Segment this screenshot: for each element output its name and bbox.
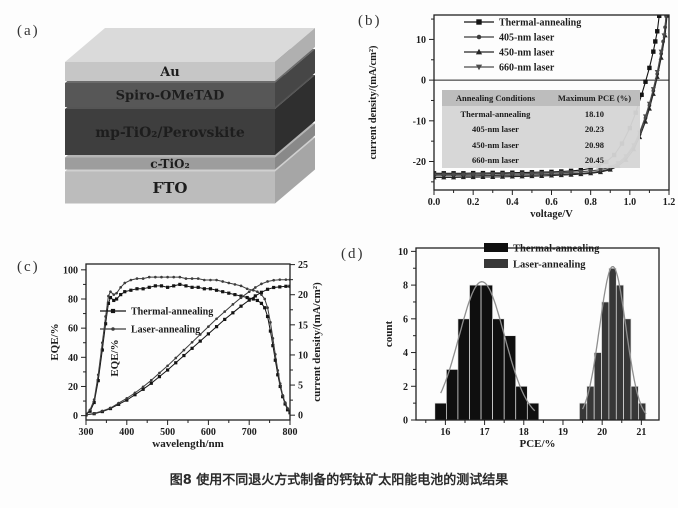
table-row: Thermal-annealing 18.10 — [442, 106, 640, 122]
svg-text:PCE/%: PCE/% — [519, 438, 555, 450]
table-cell: 20.23 — [584, 124, 605, 134]
svg-text:0: 0 — [421, 76, 426, 87]
panel-a-device-schematic: Au Spiro-OMeTAD mp-TiO₂/Perovskite c-TiO₂ FT… — [50, 14, 340, 224]
svg-text:current density/(mA/cm²): current density/(mA/cm²) — [368, 45, 379, 160]
histogram-bars — [434, 266, 647, 421]
panel-a-label: (a) — [17, 23, 40, 39]
table-header-cell: Annealing Conditions — [455, 92, 536, 103]
svg-text:8: 8 — [403, 281, 408, 292]
svg-text:18: 18 — [519, 427, 529, 438]
svg-text:405-nm laser: 405-nm laser — [499, 33, 555, 44]
svg-text:FTO: FTO — [153, 179, 188, 197]
device-layers: Au Spiro-OMeTAD mp-TiO₂/Perovskite c-TiO₂ FT… — [65, 28, 315, 204]
svg-text:20: 20 — [298, 290, 308, 301]
svg-text:mp-TiO₂/Perovskite: mp-TiO₂/Perovskite — [95, 125, 245, 141]
svg-text:0.2: 0.2 — [467, 197, 480, 208]
svg-text:20: 20 — [68, 382, 78, 393]
svg-text:2: 2 — [403, 382, 408, 393]
table-cell: 450-nm laser — [471, 139, 519, 150]
eqe-spectra-plot: 300 400 500 600 700 8000204060801000510152025… — [49, 260, 323, 450]
pce-inset-table: Annealing Conditions Maximum PCE (%) The… — [442, 90, 640, 168]
svg-text:660-nm laser: 660-nm laser — [499, 63, 555, 74]
svg-text:voltage/V: voltage/V — [530, 209, 573, 220]
panel-b-label: (b) — [358, 13, 382, 29]
svg-text:EQE/%: EQE/% — [49, 323, 61, 360]
svg-text:0.6: 0.6 — [545, 197, 558, 208]
device-stack-drawing: Au Spiro-OMeTAD mp-TiO₂/Perovskite c-TiO₂ FT… — [65, 28, 315, 204]
svg-text:500: 500 — [160, 427, 175, 438]
table-header-row: Annealing Conditions Maximum PCE (%) — [442, 90, 640, 106]
table-cell: 20.45 — [584, 155, 605, 165]
svg-text:15: 15 — [298, 320, 308, 331]
svg-text:0: 0 — [298, 411, 303, 422]
svg-text:100: 100 — [63, 265, 78, 276]
svg-text:450-nm laser: 450-nm laser — [499, 48, 555, 59]
svg-text:60: 60 — [68, 324, 78, 335]
table-cell: 20.98 — [584, 139, 605, 150]
svg-text:300: 300 — [79, 427, 94, 438]
svg-text:0.8: 0.8 — [584, 197, 597, 208]
svg-text:-20: -20 — [413, 157, 426, 168]
svg-text:count: count — [383, 321, 395, 348]
svg-text:5: 5 — [298, 381, 303, 392]
table-row: 405-nm laser 20.23 — [442, 121, 640, 137]
svg-text:Laser-annealing: Laser-annealing — [513, 260, 586, 271]
svg-text:Thermal-annealing: Thermal-annealing — [499, 18, 581, 29]
svg-text:80: 80 — [68, 294, 78, 305]
svg-text:700: 700 — [242, 427, 257, 438]
svg-text:1.0: 1.0 — [624, 197, 637, 208]
svg-text:400: 400 — [119, 427, 134, 438]
svg-text:Au: Au — [159, 65, 180, 80]
svg-text:Thermal-annealing: Thermal-annealing — [131, 307, 213, 318]
svg-text:Thermal-annealing: Thermal-annealing — [513, 244, 600, 255]
table-row: 450-nm laser 20.98 — [442, 137, 640, 153]
svg-text:Spiro-OMeTAD: Spiro-OMeTAD — [116, 89, 225, 104]
svg-text:4: 4 — [403, 348, 408, 359]
svg-text:10: 10 — [416, 35, 426, 46]
pce-histogram-plot: 16 17 18 19 20 21 0 2 4 6 8 10 PCE/% count Thermal-ann… — [383, 243, 660, 450]
svg-text:20: 20 — [597, 427, 607, 438]
svg-text:16: 16 — [440, 427, 450, 438]
table-row: 660-nm laser 20.45 — [442, 152, 640, 168]
svg-text:21: 21 — [636, 427, 646, 438]
svg-text:10: 10 — [398, 247, 408, 258]
svg-text:current density/(mA/cm²): current density/(mA/cm²) — [311, 282, 323, 402]
svg-text:600: 600 — [201, 427, 216, 438]
svg-text:800: 800 — [283, 427, 298, 438]
panel-d-label: (d) — [341, 246, 365, 262]
svg-text:10: 10 — [298, 350, 308, 361]
svg-text:wavelength/nm: wavelength/nm — [152, 438, 224, 450]
table-cell: 405-nm laser — [471, 124, 519, 134]
svg-text:Laser-annealing: Laser-annealing — [131, 325, 200, 336]
figure-caption: 图8 使用不同退火方式制备的钙钛矿太阳能电池的测试结果 — [169, 473, 509, 488]
panel-b-jv-chart: 0.0 0.2 0.4 0.6 0.8 1.0 1.2 10 0 -10 -20 voltage/V c… — [358, 4, 678, 226]
panel-c-eqe-chart: 300 400 500 600 700 800 0 20 40 60 80 100 0 5 10 15 20 25… — [18, 238, 352, 464]
svg-text:17: 17 — [480, 427, 490, 438]
table-cell: Thermal-annealing — [460, 108, 531, 119]
svg-text:25: 25 — [298, 260, 308, 271]
table-cell: 660-nm laser — [471, 155, 519, 165]
table-cell: 18.10 — [584, 108, 605, 119]
svg-text:0: 0 — [403, 416, 408, 427]
svg-text:6: 6 — [403, 314, 408, 325]
chart-legend: Thermal-annealing 405-nm laser 450-nm lase… — [464, 18, 581, 74]
table-header-cell: Maximum PCE (%) — [557, 92, 632, 103]
svg-text:0.0: 0.0 — [428, 197, 441, 208]
svg-text:-10: -10 — [413, 116, 426, 127]
svg-text:0.4: 0.4 — [506, 197, 519, 208]
svg-text:40: 40 — [68, 353, 78, 364]
panel-c-label: (c) — [17, 259, 40, 275]
svg-text:c-TiO₂: c-TiO₂ — [150, 157, 190, 171]
chart-legend: Thermal-annealing Laser-annealing — [100, 307, 213, 336]
chart-series — [86, 275, 290, 417]
svg-text:0: 0 — [73, 411, 78, 422]
chart-legend: Thermal-annealing Laser-annealing — [484, 243, 600, 271]
panel-d-histogram-chart: 16 17 18 19 20 21 0 2 4 6 8 10 PCE/% count Thermal-ann… — [338, 236, 678, 472]
svg-text:EQE/%: EQE/% — [109, 339, 121, 376]
svg-text:1.2: 1.2 — [663, 197, 676, 208]
svg-text:19: 19 — [558, 427, 568, 438]
